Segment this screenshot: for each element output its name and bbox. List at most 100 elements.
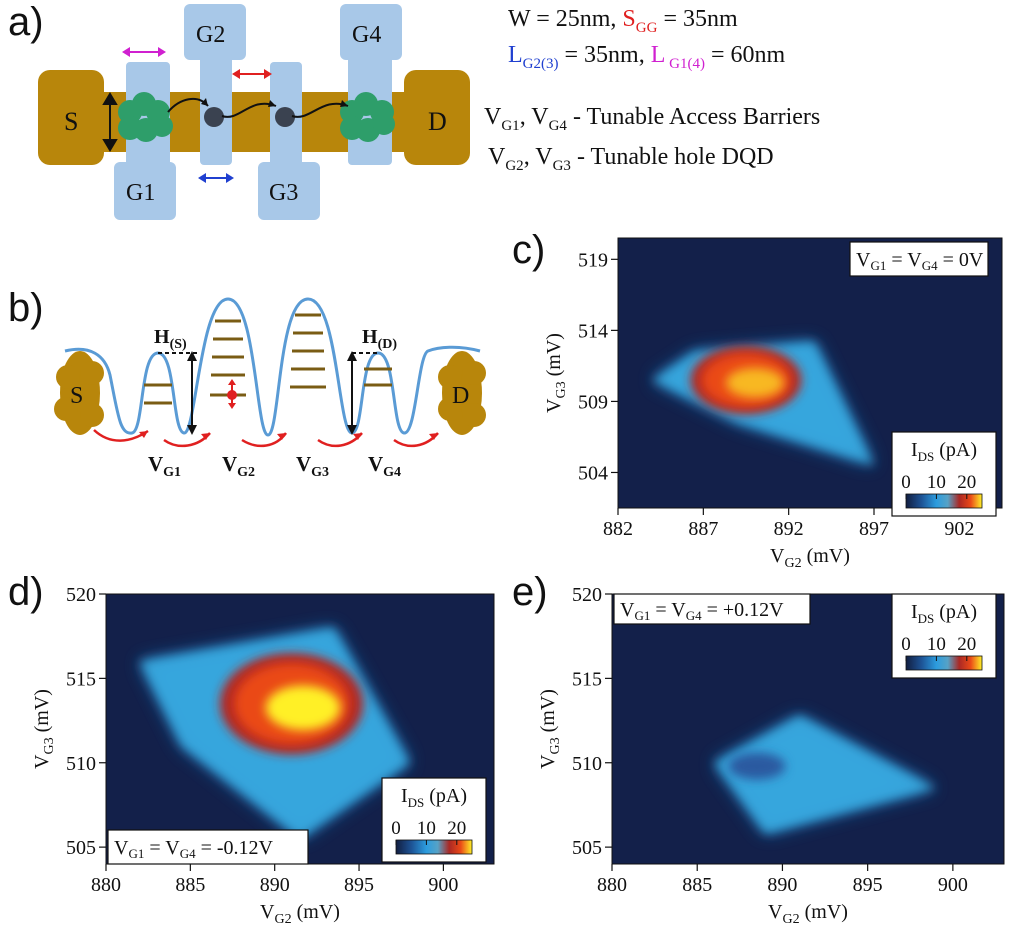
x-tick-label: 880	[91, 874, 121, 896]
x-tick-label: 890	[767, 874, 797, 896]
y-axis-label: VG3 (mV)	[31, 689, 57, 769]
barrier-label-source: H(S)	[154, 326, 187, 352]
x-axis-label: VG2 (mV)	[768, 901, 848, 927]
spec-line-3: VG1, VG4 - Tunable Access Barriers	[484, 104, 821, 134]
barrier-label-drain: H(D)	[362, 326, 397, 352]
width-spec: W = 25nm,	[508, 6, 623, 32]
colorbar-gradient	[395, 839, 473, 855]
red-spacing-arrow	[232, 69, 272, 79]
colorbar-tick-label: 20	[447, 818, 466, 839]
x-tick-label: 895	[344, 874, 374, 896]
magenta-length-arrow	[122, 47, 166, 57]
y-tick-label: 520	[572, 584, 602, 606]
length-g23-symbol: LG2(3)	[508, 42, 559, 72]
device-schematic: S D G2 G4 G1 G3	[38, 4, 470, 220]
potential-profile	[64, 297, 481, 437]
transport-triangle	[714, 715, 936, 834]
current-core-peak	[726, 367, 784, 398]
panel-label-d: d)	[8, 570, 44, 614]
colorbar-gradient	[905, 493, 983, 509]
x-tick-label: 885	[682, 874, 712, 896]
x-tick-label: 892	[774, 518, 804, 540]
drain-label: D	[428, 107, 447, 136]
colorbar-label: IDS (pA)	[911, 439, 977, 464]
x-tick-label: 902	[944, 518, 974, 540]
x-tick-label: 882	[603, 518, 633, 540]
band-gate-label-g1: VG1	[148, 452, 181, 480]
heatmap-signal	[652, 341, 874, 466]
spec-line-4: VG2, VG3 - Tunable hole DQD	[488, 144, 774, 174]
x-axis-label: VG2 (mV)	[260, 901, 340, 927]
condition-label: VG1 = VG4 = +0.12V	[620, 599, 784, 623]
band-gate-label-g3: VG3	[296, 452, 329, 480]
source-pad	[38, 70, 104, 165]
barrier-height-drain	[347, 351, 378, 435]
x-tick-label: 880	[597, 874, 627, 896]
x-tick-label: 890	[260, 874, 290, 896]
y-tick-label: 519	[578, 249, 608, 271]
length-g14-symbol: L G1(4)	[650, 42, 705, 72]
y-tick-label: 509	[578, 391, 608, 413]
gate-g4-label: G4	[352, 22, 381, 48]
gate-g3-label: G3	[269, 180, 298, 206]
x-tick-label: 895	[853, 874, 883, 896]
colorbar-tick-label: 20	[957, 472, 976, 493]
colorbar-tick-label: 10	[927, 472, 946, 493]
access-dot-left	[118, 92, 173, 142]
colorbar-tick-label: 0	[901, 472, 911, 493]
y-tick-label: 520	[66, 584, 96, 606]
condition-label: VG1 = VG4 = 0V	[856, 249, 984, 273]
condition-box	[107, 829, 309, 865]
gate-g4-pad	[340, 4, 402, 60]
spec-line-2: LG2(3) = 35nm, L G1(4) = 60nm	[508, 42, 786, 72]
heatmap-e: 880 885 890 895 900 505 510 515 520 VG2 (mV) VG3 (…	[537, 584, 1005, 927]
hole-1	[204, 107, 224, 127]
barrier-height-source	[158, 351, 198, 435]
y-tick-label: 504	[578, 462, 608, 484]
x-tick-label: 887	[688, 518, 718, 540]
colorbar-label: IDS (pA)	[911, 601, 977, 626]
x-tick-label: 897	[859, 518, 889, 540]
y-tick-label: 505	[572, 837, 602, 859]
y-tick-label: 510	[66, 753, 96, 775]
condition-label: VG1 = VG4 = -0.12V	[114, 837, 274, 861]
colorbar-tick-label: 10	[927, 634, 946, 655]
current-core	[728, 752, 786, 780]
y-axis-label: VG3 (mV)	[537, 689, 563, 769]
gate-g2-pad	[184, 4, 246, 60]
heatmap-c: 882 887 892 897 902 504 509 514 519 VG2 (mV) VG3 (…	[543, 237, 1003, 571]
panel-label-b: b)	[8, 286, 44, 330]
band-diagram: S D H(S) H(D) VG1 VG2 VG3 VG4	[54, 297, 486, 480]
colorbar-gradient	[905, 655, 983, 671]
drain-reservoir	[438, 351, 486, 435]
y-tick-label: 514	[578, 320, 608, 342]
panel-label-e: e)	[512, 570, 548, 614]
band-gate-label-g2: VG2	[222, 452, 255, 480]
gate-g3-pad	[258, 162, 320, 220]
panel-label-c: c)	[512, 228, 546, 272]
y-tick-label: 505	[66, 837, 96, 859]
source-label: S	[64, 107, 78, 136]
y-axis-label: VG3 (mV)	[543, 333, 569, 413]
spacing-value: = 35nm	[657, 6, 738, 32]
access-dot-right	[340, 92, 395, 142]
gate-g2-label: G2	[196, 22, 225, 48]
blue-length-arrow	[198, 173, 234, 183]
drain-pad	[404, 70, 470, 165]
x-tick-label: 900	[938, 874, 968, 896]
band-drain-label: D	[452, 383, 469, 409]
colorbar-tick-label: 10	[417, 818, 436, 839]
width-arrow	[102, 92, 118, 152]
heatmap-signal	[714, 715, 936, 834]
panel-label-a: a)	[8, 0, 44, 44]
y-tick-label: 510	[572, 753, 602, 775]
band-source-label: S	[70, 383, 83, 409]
band-gate-label-g4: VG4	[368, 452, 401, 480]
spec-line-1: W = 25nm, SGG = 35nm	[508, 6, 738, 37]
source-reservoir	[54, 351, 104, 435]
hole-2	[275, 107, 295, 127]
condition-box	[613, 593, 811, 625]
x-tick-label: 885	[175, 874, 205, 896]
x-tick-label: 900	[428, 874, 458, 896]
hole-marker	[227, 379, 237, 409]
